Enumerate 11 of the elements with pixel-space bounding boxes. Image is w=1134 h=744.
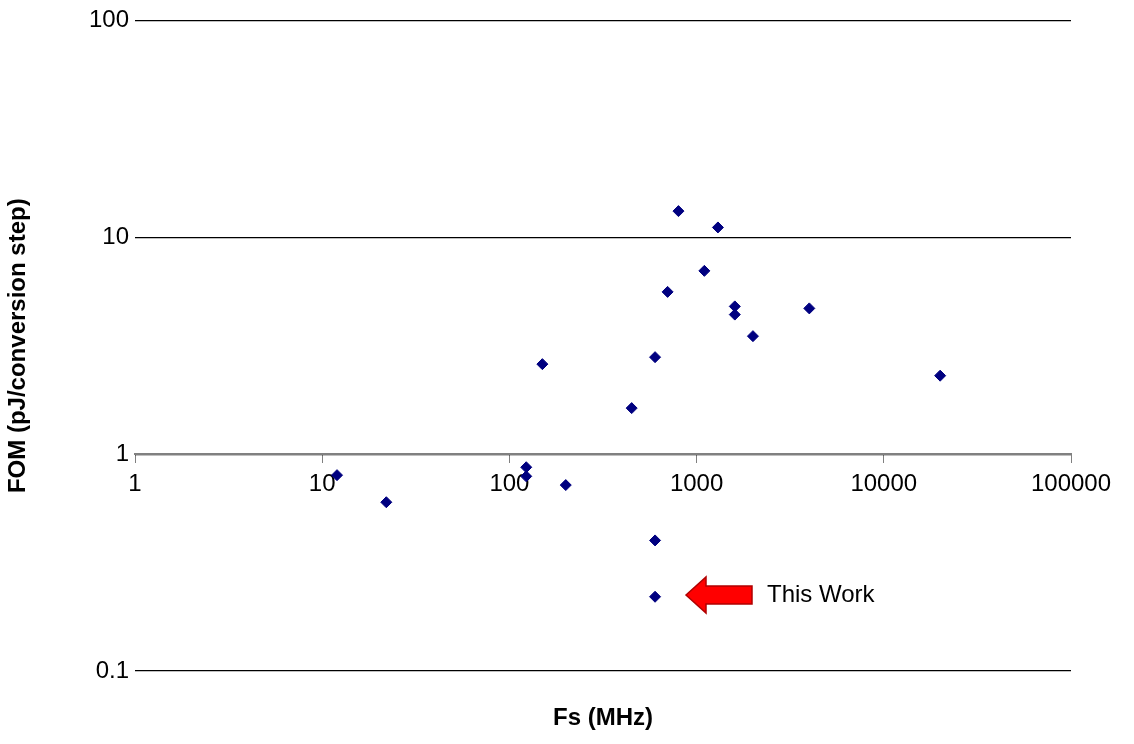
x-tick-label: 1000	[669, 469, 724, 497]
y-tick-label: 100	[88, 5, 129, 33]
x-axis-title: Fs (MHz)	[553, 702, 653, 730]
y-tick-label: 1	[115, 438, 129, 466]
annotation: This Work	[767, 579, 876, 607]
y-tick-label: 0.1	[95, 655, 129, 683]
x-tick-label: 100000	[1030, 469, 1112, 497]
x-tick-label: 10	[308, 469, 336, 497]
x-tick-label: 10000	[850, 469, 918, 497]
y-axis-title: FOM (pJ/conversion step)	[3, 198, 31, 494]
y-tick-label: 10	[102, 221, 129, 249]
